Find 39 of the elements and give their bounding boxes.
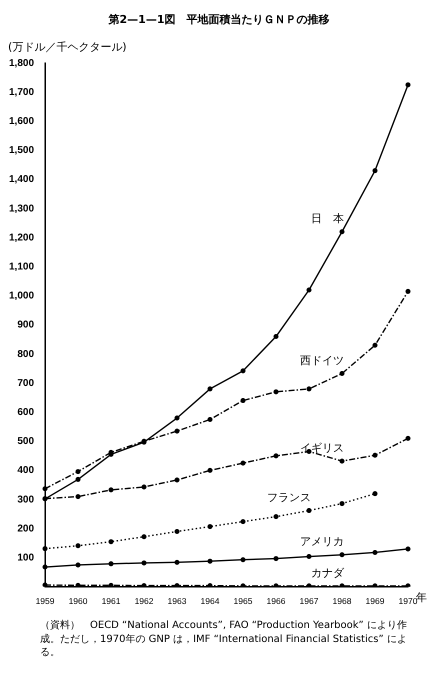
y-tick-label: 100: [17, 552, 34, 564]
x-tick-label: 1964: [200, 596, 220, 606]
y-tick-label: 1,400: [8, 174, 34, 186]
y-tick-label: 800: [17, 348, 34, 360]
x-tick-label: 1962: [134, 596, 154, 606]
x-tick-label: 1967: [300, 596, 319, 606]
y-tick-label: 1,100: [8, 261, 34, 272]
x-tick-label: 1966: [266, 596, 286, 606]
x-tick-label: 1960: [68, 596, 88, 606]
y-tick-label: 700: [17, 378, 34, 389]
y-tick-label: 300: [17, 494, 34, 506]
x-tick-label: 1969: [366, 596, 385, 606]
x-axis-title: 年: [416, 591, 427, 604]
x-tick-label: 1970: [398, 596, 418, 606]
y-tick-label: 600: [17, 406, 34, 418]
series-label: 日 本: [311, 212, 344, 226]
x-tick-label: 1968: [332, 596, 352, 606]
y-tick-label: 400: [17, 465, 34, 476]
y-axis-title: (万ドル／千ヘクタール): [8, 40, 127, 54]
y-tick-label: 1,500: [8, 145, 34, 156]
x-tick-label: 1963: [168, 596, 187, 606]
y-tick-label: 200: [17, 523, 34, 534]
chart-title: 第2—1—1図 平地面積当たりＧＮＰの推移: [108, 12, 330, 28]
series-label: フランス: [267, 490, 312, 504]
y-tick-label: 900: [17, 320, 34, 331]
y-tick-label: 500: [17, 436, 34, 448]
y-tick-label: 1,200: [8, 232, 34, 244]
y-tick-label: 1,700: [8, 86, 34, 98]
x-tick-label: 1961: [102, 596, 121, 606]
y-tick-label: 1,600: [8, 116, 34, 127]
series-label: アメリカ: [300, 535, 344, 548]
series-label: カナダ: [311, 566, 346, 580]
text: （資料） OECD “National Accounts”, FAO “Production Yearbook” により作成。ただし，1970年の GNP は，IMF “International Financial Statistics” による。: [39, 618, 408, 660]
y-tick-label: 1,800: [8, 58, 34, 69]
series-label: 西ドイツ: [300, 354, 344, 367]
y-tick-label: 1,300: [8, 203, 34, 214]
y-tick-label: 1,000: [8, 290, 34, 302]
x-tick-label: 1959: [36, 596, 55, 606]
x-tick-label: 1965: [234, 596, 253, 606]
